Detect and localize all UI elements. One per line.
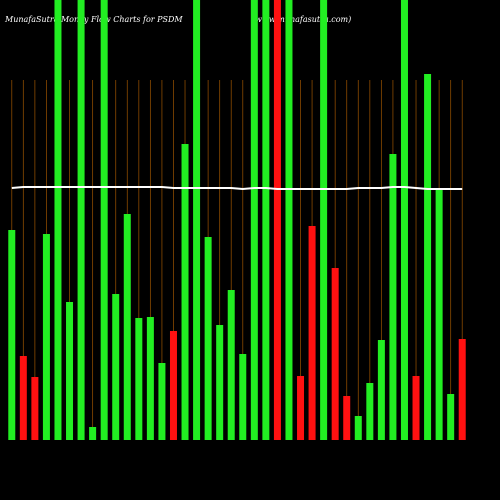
chart-title: MunafaSutra Money Flow Charts for PSDM [4, 15, 183, 24]
bar [112, 294, 120, 440]
bar [216, 325, 224, 440]
bar [19, 356, 27, 440]
bar [458, 339, 466, 440]
bar [77, 0, 85, 440]
bar [227, 290, 235, 440]
bar [100, 0, 108, 440]
bar [412, 376, 420, 440]
bar [262, 0, 270, 440]
bar [42, 234, 50, 440]
trend-line [11, 186, 463, 191]
bar [66, 302, 74, 440]
bar [89, 427, 97, 440]
bar [320, 0, 328, 440]
bar [343, 396, 351, 440]
bar [181, 144, 189, 440]
chart-subtitle: (www.munafasutra.com) [252, 15, 351, 24]
bar [250, 0, 258, 440]
bar [377, 340, 385, 440]
bar [31, 377, 39, 440]
bar [366, 383, 374, 440]
bar [8, 230, 16, 440]
bar [273, 0, 281, 440]
bar [308, 226, 316, 440]
bar [204, 237, 212, 440]
bar [331, 268, 339, 440]
bar [193, 0, 201, 440]
bar [389, 154, 397, 440]
bar [400, 0, 408, 440]
bar [354, 416, 362, 440]
bar [435, 189, 443, 440]
bar [447, 394, 455, 440]
bar [424, 74, 432, 440]
bar [239, 354, 247, 440]
bar [123, 214, 131, 440]
bar [158, 363, 166, 440]
bar [135, 318, 143, 440]
bar [297, 376, 305, 440]
bar [146, 317, 154, 440]
bar [54, 0, 62, 440]
bar [285, 0, 293, 440]
bar [169, 331, 177, 440]
